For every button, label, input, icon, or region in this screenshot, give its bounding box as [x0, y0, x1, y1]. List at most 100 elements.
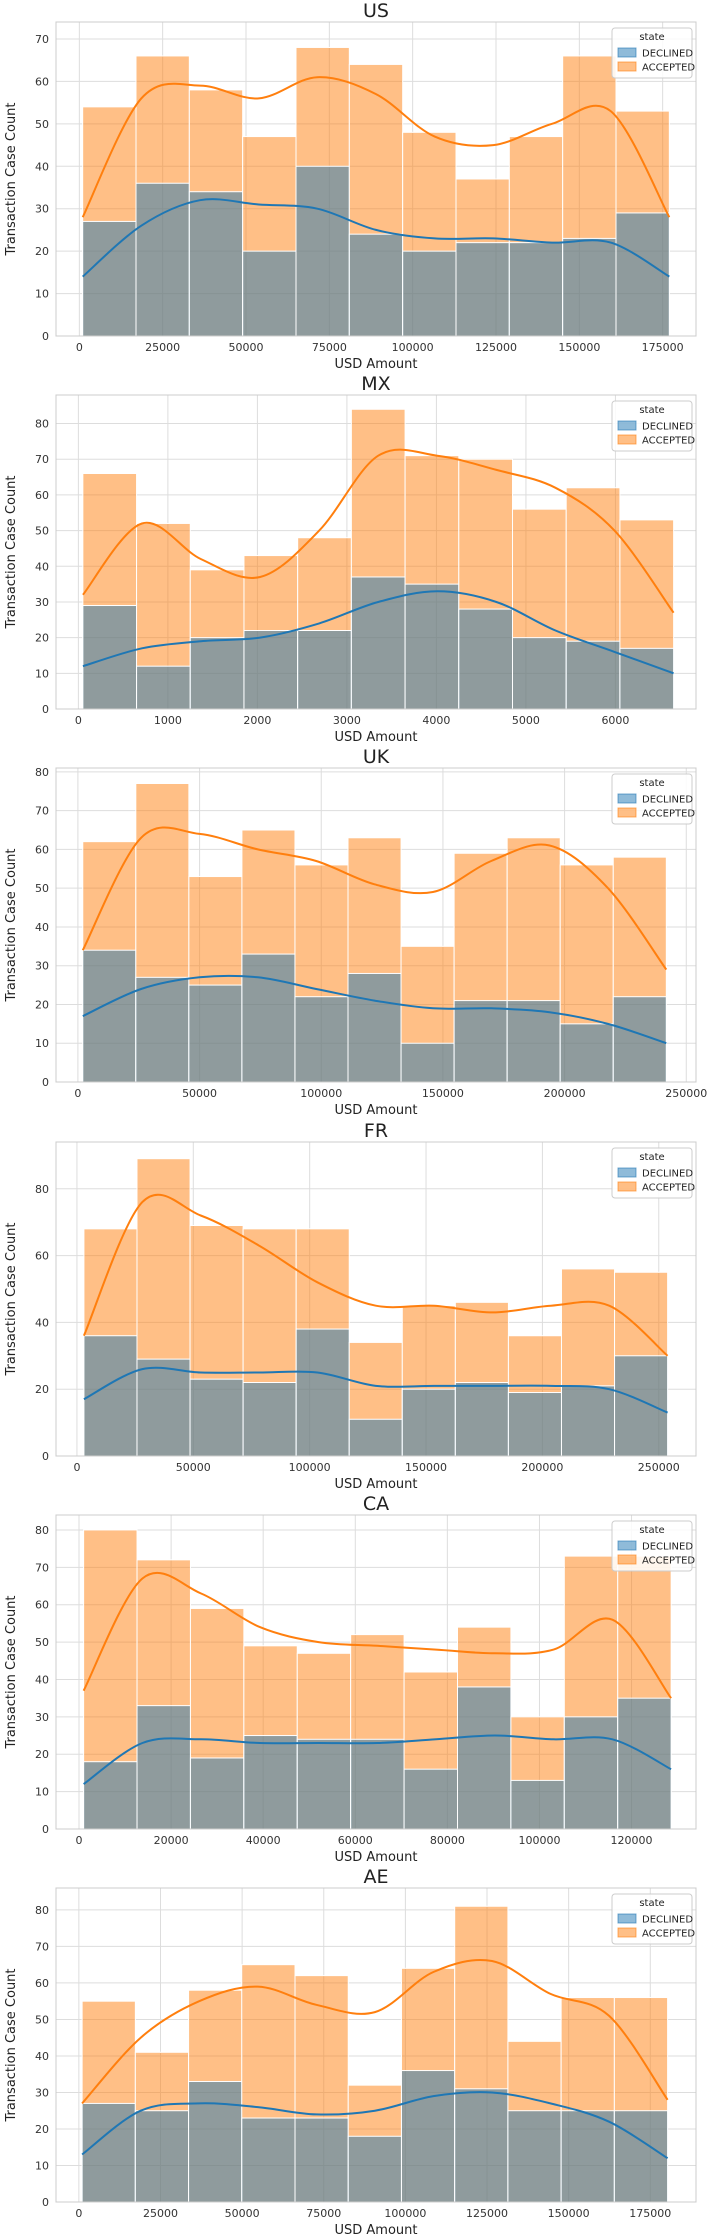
- kde-line-declined: [82, 590, 674, 675]
- kde-line-accepted: [82, 448, 675, 614]
- bar-declined: [612, 996, 667, 1083]
- y-tick-label: 10: [35, 1037, 49, 1050]
- y-tick-label: 0: [42, 703, 49, 716]
- bar-declined: [135, 976, 190, 1083]
- x-tick-label: 75000: [312, 341, 347, 354]
- legend-label-declined: DECLINED: [642, 1542, 693, 1553]
- legend-label-accepted: ACCEPTED: [642, 63, 695, 74]
- y-tick-label: 10: [35, 2159, 49, 2172]
- x-tick-label: 5000: [512, 714, 540, 727]
- bar-declined: [348, 233, 404, 337]
- chart-title: US: [363, 0, 389, 22]
- bar-declined: [506, 1000, 561, 1083]
- y-tick-label: 10: [35, 667, 49, 680]
- bar-declined: [82, 220, 137, 337]
- bar-declined: [456, 1686, 512, 1830]
- bar-declined: [136, 1705, 191, 1830]
- y-tick-label: 80: [35, 766, 49, 779]
- bar-declined: [136, 1358, 191, 1457]
- bar-declined: [348, 1418, 403, 1457]
- kde-line-declined: [83, 1366, 668, 1414]
- plot-frame: [55, 767, 697, 1083]
- legend-title: state: [639, 32, 664, 43]
- x-tick-label: 0: [75, 2207, 82, 2220]
- x-tick-label: 0: [74, 1087, 81, 1100]
- legend-swatch-declined: [617, 1540, 637, 1551]
- bar-declined: [295, 1328, 350, 1457]
- bar-declined: [453, 1000, 508, 1083]
- bar-declined: [350, 576, 406, 710]
- x-tick-label: 50000: [225, 2207, 260, 2220]
- bar-declined: [189, 637, 245, 710]
- y-tick-label: 80: [35, 1183, 49, 1196]
- bar-declined: [294, 2117, 349, 2203]
- kde-line-accepted: [82, 1193, 669, 1357]
- kde-line-declined: [81, 2091, 669, 2160]
- bar-declined: [189, 1378, 244, 1457]
- y-tick-label: 30: [35, 596, 49, 609]
- bar-declined: [400, 2070, 456, 2203]
- legend-swatch-declined: [617, 1167, 637, 1178]
- x-tick-label: 40000: [246, 1834, 281, 1847]
- y-axis-label: Transaction Case Count: [4, 848, 19, 1002]
- bar-declined: [454, 1382, 509, 1457]
- y-axis-label: Transaction Case Count: [4, 102, 19, 256]
- x-tick-label: 75000: [306, 2207, 341, 2220]
- y-tick-label: 60: [35, 489, 49, 502]
- x-tick-label: 3000: [333, 714, 361, 727]
- bar-declined: [241, 953, 296, 1083]
- bar-declined: [242, 1382, 297, 1457]
- bar-declined: [510, 1779, 565, 1830]
- bar-declined: [559, 1023, 614, 1083]
- bar-declined: [347, 2135, 402, 2203]
- kde-line-declined: [83, 1734, 672, 1785]
- y-tick-label: 60: [35, 843, 49, 856]
- x-tick-label: 50000: [182, 1087, 217, 1100]
- x-tick-label: 125000: [475, 341, 517, 354]
- y-tick-label: 40: [35, 1316, 49, 1329]
- legend: state DECLINED ACCEPTED: [611, 1147, 695, 1199]
- chart-panel-ae: 0 25000 50000 75000 100000 125000 150000 175000…: [4, 1866, 697, 2236]
- y-tick-label: 60: [35, 75, 49, 88]
- y-tick-label: 0: [42, 1823, 49, 1836]
- legend-swatch-accepted: [617, 61, 637, 72]
- x-tick-label: 250000: [665, 1087, 707, 1100]
- x-tick-label: 2000: [243, 714, 271, 727]
- legend: state DECLINED ACCEPTED: [611, 400, 695, 452]
- bar-declined: [614, 1355, 669, 1457]
- bars: [82, 46, 670, 337]
- y-tick-label: 80: [35, 1524, 49, 1537]
- x-tick-label: 50000: [229, 341, 264, 354]
- y-tick-label: 80: [35, 1904, 49, 1917]
- legend-swatch-accepted: [617, 1927, 637, 1938]
- x-tick-label: 100000: [392, 341, 434, 354]
- y-tick-label: 30: [35, 2086, 49, 2099]
- bar-declined: [615, 212, 670, 337]
- y-axis-label: Transaction Case Count: [4, 1222, 19, 1376]
- bar-declined: [563, 1716, 619, 1830]
- x-tick-label: 100000: [518, 1834, 560, 1847]
- y-tick-label: 20: [35, 1383, 49, 1396]
- bar-declined: [613, 2110, 669, 2203]
- y-tick-label: 20: [35, 2123, 49, 2136]
- legend-title: state: [639, 778, 664, 789]
- x-axis-label: USD Amount: [335, 357, 418, 372]
- x-tick-label: 1000: [154, 714, 182, 727]
- bar-declined: [134, 2110, 190, 2203]
- x-tick-label: 4000: [422, 714, 450, 727]
- x-tick-label: 0: [73, 1461, 80, 1474]
- y-tick-label: 40: [35, 2050, 49, 2063]
- y-tick-label: 20: [35, 632, 49, 645]
- bar-declined: [562, 237, 617, 337]
- x-tick-label: 120000: [611, 1834, 653, 1847]
- y-tick-label: 30: [35, 1711, 49, 1724]
- y-tick-label: 0: [42, 2196, 49, 2209]
- chart-panel-uk: 0 50000 100000 150000 200000 250000 0 10 20 30 40 5…: [4, 746, 707, 1118]
- y-tick-label: 60: [35, 1977, 49, 1990]
- bar-declined: [243, 630, 299, 710]
- bar-declined: [188, 984, 243, 1083]
- x-tick-label: 0: [76, 341, 83, 354]
- chart-title: MX: [361, 373, 390, 395]
- bar-declined: [512, 637, 567, 710]
- legend-label-accepted: ACCEPTED: [642, 809, 695, 820]
